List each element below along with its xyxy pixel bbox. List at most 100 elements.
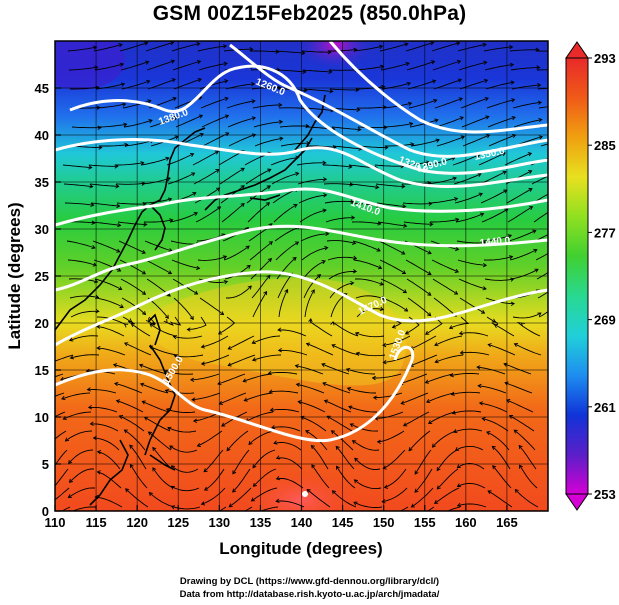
streamline-arrow xyxy=(114,381,119,387)
streamline-arrow xyxy=(252,482,257,487)
streamline xyxy=(358,145,388,149)
streamline xyxy=(149,323,177,337)
streamline xyxy=(121,297,146,315)
streamline-arrow xyxy=(528,170,533,175)
streamline xyxy=(145,259,172,274)
streamline xyxy=(427,177,457,185)
streamline-arrow xyxy=(513,343,519,348)
streamline-arrow xyxy=(378,44,384,49)
streamline-arrow xyxy=(200,344,205,349)
streamline-arrow xyxy=(454,447,460,451)
streamline xyxy=(194,187,220,204)
streamline xyxy=(478,385,507,394)
streamline-arrow xyxy=(533,248,538,253)
streamline xyxy=(140,157,170,166)
streamline xyxy=(328,69,358,71)
streamline-arrow xyxy=(558,299,561,302)
streamline xyxy=(399,506,409,511)
streamline xyxy=(128,321,151,337)
streamline-arrow xyxy=(251,133,257,138)
streamline-arrow xyxy=(295,382,300,387)
streamline xyxy=(197,430,223,447)
streamline xyxy=(167,172,195,185)
streamline-arrow xyxy=(292,256,297,261)
streamline-arrow xyxy=(538,117,543,123)
streamline xyxy=(228,335,255,350)
streamline xyxy=(428,197,458,204)
streamline xyxy=(226,285,252,299)
streamline xyxy=(328,270,357,280)
streamline xyxy=(352,240,381,252)
streamline xyxy=(300,416,327,432)
streamline xyxy=(349,183,379,188)
streamline xyxy=(253,121,283,128)
streamline-arrow xyxy=(275,455,281,460)
streamline xyxy=(332,490,357,508)
streamline-arrow xyxy=(118,43,123,48)
streamline-arrow xyxy=(451,410,457,415)
streamline xyxy=(449,316,470,329)
streamline xyxy=(302,69,332,73)
streamline xyxy=(432,278,458,295)
streamline-arrow xyxy=(350,280,355,286)
streamline xyxy=(115,182,145,185)
streamline xyxy=(355,332,385,338)
geopotential-contours xyxy=(55,41,548,443)
streamline-arrow xyxy=(263,290,268,296)
streamline-arrow xyxy=(433,500,439,504)
streamline-arrow xyxy=(518,444,523,450)
streamline-arrow xyxy=(216,187,221,192)
x-tick-label: 155 xyxy=(414,515,436,530)
streamline xyxy=(381,297,408,312)
streamline xyxy=(96,103,126,109)
streamline-arrow xyxy=(96,324,101,329)
streamline xyxy=(200,97,229,109)
streamline-arrow xyxy=(485,115,490,120)
streamline-arrow xyxy=(321,259,326,265)
streamline-arrow xyxy=(189,152,195,157)
streamline xyxy=(167,427,197,433)
streamline-arrow xyxy=(383,484,389,489)
streamline xyxy=(55,487,70,501)
streamline xyxy=(331,430,354,451)
streamline-arrow xyxy=(481,416,486,422)
streamline-arrow xyxy=(459,350,464,355)
streamline-arrow xyxy=(94,65,99,70)
streamline xyxy=(218,316,236,335)
streamline-arrow xyxy=(510,301,515,306)
streamline xyxy=(297,178,327,185)
streamline-arrow xyxy=(96,470,101,475)
streamline xyxy=(55,373,64,378)
streamline-arrow xyxy=(275,475,281,481)
streamline-arrow xyxy=(186,327,191,332)
x-tick-label: 110 xyxy=(45,515,66,530)
streamline-arrow xyxy=(483,60,488,65)
streamline xyxy=(244,506,253,511)
streamline xyxy=(278,349,308,356)
streamline-arrow xyxy=(215,169,220,173)
streamline-arrow xyxy=(243,397,248,402)
streamline-arrow xyxy=(122,102,127,107)
streamline xyxy=(306,343,334,356)
streamline xyxy=(228,487,252,508)
streamline-arrow xyxy=(371,375,376,381)
streamline xyxy=(278,329,307,337)
streamline xyxy=(379,259,406,274)
streamline-arrow xyxy=(227,345,232,350)
streamline-arrow xyxy=(452,176,457,181)
streamline xyxy=(68,487,96,498)
streamline-arrow xyxy=(115,184,120,189)
streamline-arrow xyxy=(478,401,484,406)
streamline xyxy=(311,445,329,470)
streamline-arrow xyxy=(167,270,173,275)
streamline xyxy=(383,354,412,363)
streamline xyxy=(332,145,362,150)
streamline-arrow xyxy=(171,78,176,83)
streamline-arrow xyxy=(481,309,486,314)
streamline xyxy=(303,274,321,299)
streamline-arrow xyxy=(528,206,534,211)
streamline-arrow xyxy=(199,133,204,137)
streamline-arrow xyxy=(46,345,50,348)
streamline xyxy=(130,464,148,489)
streamline-arrow xyxy=(139,382,145,387)
